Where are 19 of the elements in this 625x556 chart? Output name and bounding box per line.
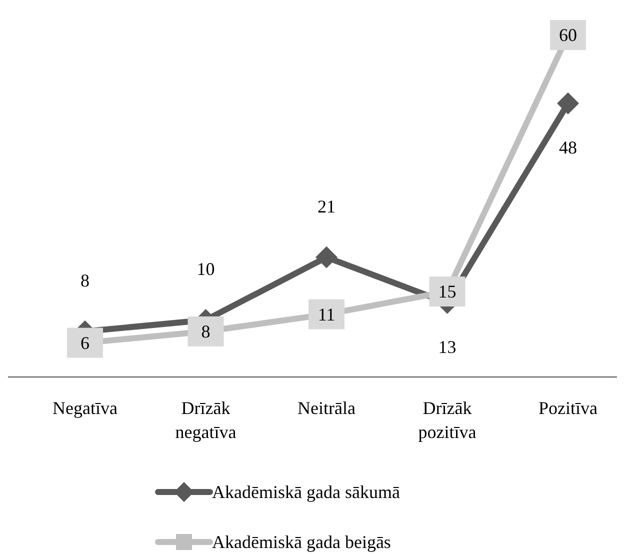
data-label: 8 — [80, 270, 90, 290]
data-label: 8 — [201, 321, 210, 342]
x-tick-label: Neitrāla — [298, 398, 356, 418]
data-label: 13 — [438, 336, 456, 357]
data-label: 6 — [80, 332, 90, 353]
x-tick-label: Pozitīva — [538, 398, 598, 418]
x-tick-label: Drīzāk pozitīva — [418, 398, 476, 442]
data-label: 21 — [318, 196, 336, 216]
legend-label: Akadēmiskā gada beigās — [212, 532, 391, 552]
point — [316, 246, 338, 268]
data-label: 10 — [196, 259, 215, 279]
legend-label: Akadēmiskā gada sākumā — [212, 482, 400, 502]
data-label: 11 — [318, 304, 336, 324]
data-label: 15 — [438, 282, 456, 302]
x-tick-label: Drīzāk negatīva — [175, 398, 236, 442]
data-label: 48 — [559, 137, 577, 158]
point — [557, 92, 579, 114]
x-tick-label: Negatīva — [52, 398, 118, 418]
data-label: 60 — [559, 25, 577, 45]
